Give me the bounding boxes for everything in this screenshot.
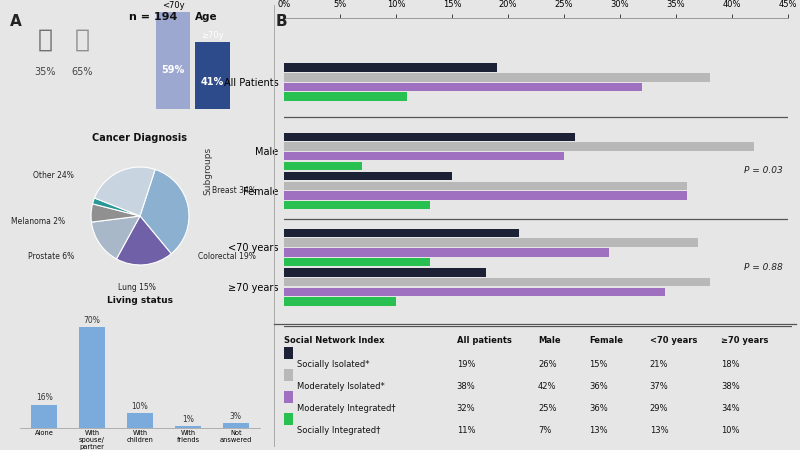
Bar <box>284 229 519 237</box>
Bar <box>284 297 396 306</box>
Text: Age: Age <box>194 12 218 22</box>
Bar <box>284 63 497 72</box>
Text: Moderately Integrated†: Moderately Integrated† <box>297 405 395 414</box>
Bar <box>284 413 293 425</box>
Bar <box>284 248 609 256</box>
Text: Prostate 6%: Prostate 6% <box>27 252 74 261</box>
Text: 35%: 35% <box>34 67 56 77</box>
Bar <box>284 391 293 403</box>
Text: Breast 34%: Breast 34% <box>212 185 256 194</box>
Text: P = 0.88: P = 0.88 <box>744 263 782 272</box>
Text: 13%: 13% <box>589 427 607 436</box>
Bar <box>284 172 452 180</box>
Text: A: A <box>10 14 22 28</box>
Text: 34%: 34% <box>721 405 739 414</box>
Text: Colorectal 19%: Colorectal 19% <box>198 252 255 261</box>
Text: 37%: 37% <box>650 382 669 392</box>
Text: 25%: 25% <box>538 405 557 414</box>
Text: 38%: 38% <box>721 382 740 392</box>
Bar <box>284 152 564 160</box>
Bar <box>156 12 190 109</box>
Text: 18%: 18% <box>721 360 739 369</box>
Bar <box>127 413 153 428</box>
Text: 10%: 10% <box>721 427 739 436</box>
Bar <box>174 426 201 428</box>
Bar <box>284 83 642 91</box>
Text: Socially Isolated*: Socially Isolated* <box>297 360 370 369</box>
Bar <box>31 405 58 428</box>
Wedge shape <box>117 216 171 265</box>
Bar <box>284 369 293 381</box>
Bar <box>284 268 486 277</box>
Bar <box>284 278 710 286</box>
Wedge shape <box>91 216 140 259</box>
Text: 13%: 13% <box>650 427 668 436</box>
Text: ≥70y: ≥70y <box>202 31 224 40</box>
Title: Cancer Diagnosis: Cancer Diagnosis <box>93 133 187 143</box>
Text: <70y: <70y <box>162 1 184 10</box>
Bar <box>284 191 687 200</box>
Bar <box>222 423 249 428</box>
Text: Socially Integrated†: Socially Integrated† <box>297 427 380 436</box>
Text: 3%: 3% <box>230 412 242 421</box>
Title: Living status: Living status <box>107 296 173 305</box>
Bar <box>284 347 293 359</box>
Bar <box>284 182 687 190</box>
Bar <box>284 258 430 266</box>
Text: 11%: 11% <box>457 427 475 436</box>
Text: 7%: 7% <box>538 427 551 436</box>
Text: 10%: 10% <box>132 402 148 411</box>
Text: 36%: 36% <box>589 405 607 414</box>
Text: 19%: 19% <box>457 360 475 369</box>
Text: 32%: 32% <box>457 405 475 414</box>
Bar <box>195 41 230 109</box>
Wedge shape <box>140 170 189 254</box>
Text: 16%: 16% <box>36 393 53 402</box>
Text: B: B <box>276 14 288 28</box>
Text: ≥70 years: ≥70 years <box>721 336 768 345</box>
Text: 41%: 41% <box>201 77 224 87</box>
Text: 26%: 26% <box>538 360 557 369</box>
Text: 59%: 59% <box>162 65 185 76</box>
Text: Female: Female <box>589 336 622 345</box>
Bar <box>284 201 430 209</box>
Text: P = 0.03: P = 0.03 <box>744 166 782 176</box>
Text: Other 24%: Other 24% <box>33 171 74 180</box>
Text: 15%: 15% <box>589 360 607 369</box>
Y-axis label: Subgroups: Subgroups <box>203 147 213 195</box>
Text: Melanoma 2%: Melanoma 2% <box>11 217 65 226</box>
Bar <box>284 162 362 170</box>
Bar <box>79 328 106 427</box>
Text: 38%: 38% <box>457 382 475 392</box>
Wedge shape <box>93 198 140 216</box>
Text: 1%: 1% <box>182 415 194 424</box>
Text: 🚶: 🚶 <box>38 28 53 52</box>
Text: 21%: 21% <box>650 360 668 369</box>
Bar <box>284 288 665 296</box>
Text: 🚶: 🚶 <box>74 28 90 52</box>
Text: 42%: 42% <box>538 382 557 392</box>
Wedge shape <box>94 167 155 216</box>
Text: All patients: All patients <box>457 336 511 345</box>
Bar <box>284 92 407 101</box>
Text: 29%: 29% <box>650 405 668 414</box>
Wedge shape <box>91 204 140 222</box>
Bar <box>284 142 754 151</box>
Bar <box>284 73 710 81</box>
Text: Moderately Isolated*: Moderately Isolated* <box>297 382 385 392</box>
Bar <box>284 238 698 247</box>
Text: Male: Male <box>538 336 561 345</box>
Text: n = 194: n = 194 <box>129 12 178 22</box>
Text: <70 years: <70 years <box>650 336 697 345</box>
Bar <box>284 133 575 141</box>
Text: Lung 15%: Lung 15% <box>118 284 156 292</box>
Text: Social Network Index: Social Network Index <box>284 336 385 345</box>
Text: 70%: 70% <box>84 316 101 325</box>
Text: 36%: 36% <box>589 382 607 392</box>
Text: 65%: 65% <box>71 67 93 77</box>
